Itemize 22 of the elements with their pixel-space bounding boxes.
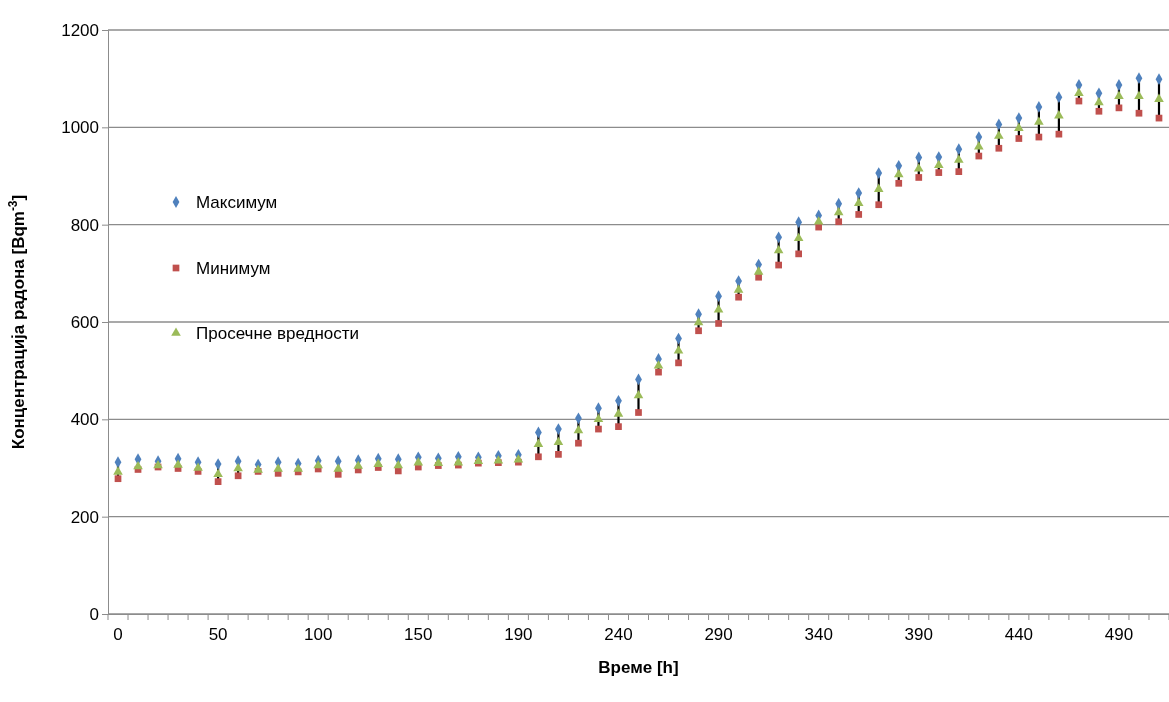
legend-label: Минимум <box>196 259 271 278</box>
y-tick-label: 1200 <box>61 20 99 40</box>
y-tick-label: 1000 <box>61 118 99 138</box>
y-tick-label: 200 <box>70 507 99 527</box>
x-tick-label: 440 <box>1004 625 1034 645</box>
x-tick-label: 240 <box>604 625 633 645</box>
x-tick-label: 150 <box>404 625 433 645</box>
y-tick-label: 800 <box>70 215 99 235</box>
x-tick-label: 490 <box>1104 625 1134 645</box>
x-tick-label: 50 <box>208 625 228 645</box>
x-axis-title: Време [h] <box>598 658 679 677</box>
x-tick-label: 0 <box>113 625 123 645</box>
legend-label: Просечне вредности <box>196 324 360 343</box>
x-tick-label: 390 <box>904 625 933 645</box>
x-tick-label: 290 <box>704 625 733 645</box>
x-tick-label: 100 <box>304 625 333 645</box>
y-tick-label: 0 <box>89 604 99 624</box>
x-tick-label: 190 <box>504 625 533 645</box>
y-tick-label: 600 <box>70 312 99 332</box>
y-tick-label: 400 <box>70 410 99 430</box>
x-tick-label: 340 <box>804 625 833 645</box>
legend-label: Максимум <box>196 193 278 212</box>
